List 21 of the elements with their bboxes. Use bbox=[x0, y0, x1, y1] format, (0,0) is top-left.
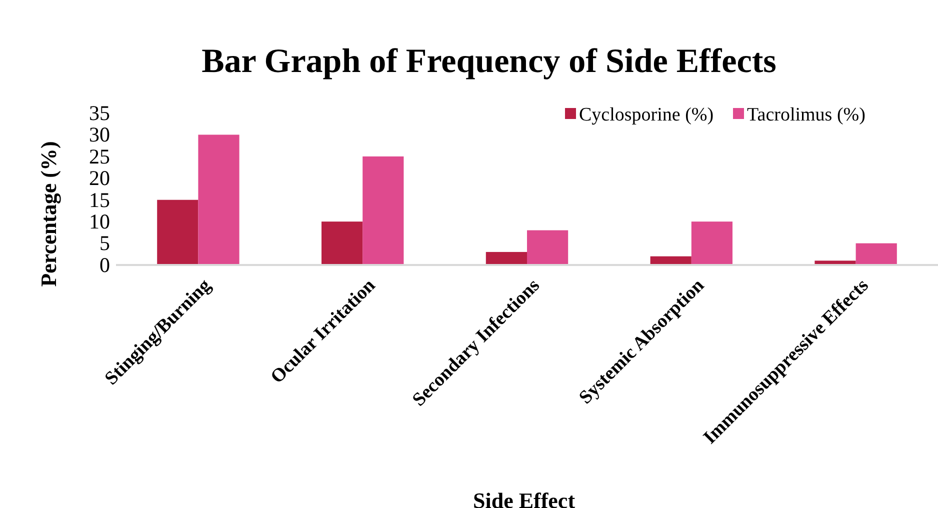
y-tick-label: 5 bbox=[100, 231, 110, 256]
legend-label: Cyclosporine (%) bbox=[579, 104, 714, 126]
y-tick-label: 35 bbox=[89, 100, 110, 125]
y-axis-title: Percentage (%) bbox=[36, 141, 61, 287]
legend-label: Tacrolimus (%) bbox=[747, 104, 866, 126]
y-tick-label: 30 bbox=[89, 122, 110, 147]
chart-title: Bar Graph of Frequency of Side Effects bbox=[202, 43, 776, 80]
bar bbox=[486, 252, 527, 265]
y-tick-label: 25 bbox=[89, 144, 110, 168]
bar bbox=[362, 156, 404, 265]
y-tick-label: 20 bbox=[89, 166, 110, 190]
bar bbox=[157, 200, 198, 265]
bar bbox=[527, 230, 568, 265]
bar bbox=[856, 243, 897, 265]
y-tick-label: 10 bbox=[89, 210, 110, 234]
bar bbox=[198, 134, 240, 265]
x-axis-title: Side Effect bbox=[472, 488, 576, 508]
y-tick-label: 0 bbox=[100, 252, 110, 277]
bar bbox=[691, 222, 732, 265]
bar bbox=[322, 222, 363, 265]
y-tick-label: 15 bbox=[89, 188, 110, 212]
